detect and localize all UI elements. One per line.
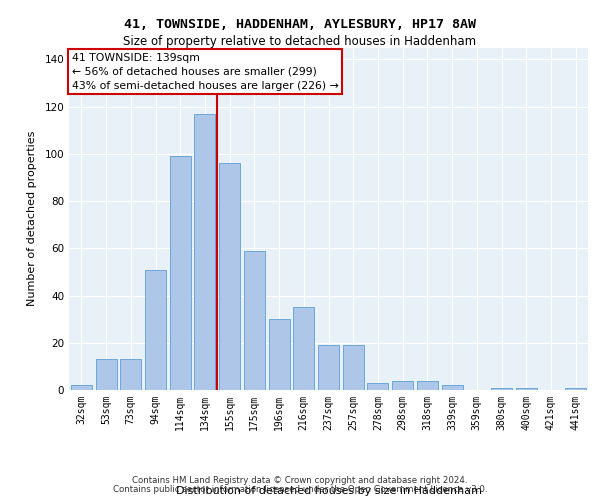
Bar [145, 270, 166, 390]
Bar [516, 388, 537, 390]
Bar [194, 114, 215, 390]
Bar [219, 163, 240, 390]
Bar [565, 388, 586, 390]
Bar [71, 386, 92, 390]
Bar [491, 388, 512, 390]
Bar [343, 345, 364, 390]
Bar [318, 345, 339, 390]
Bar [392, 380, 413, 390]
X-axis label: Distribution of detached houses by size in Haddenham: Distribution of detached houses by size … [176, 486, 482, 496]
Bar [269, 319, 290, 390]
Bar [367, 383, 388, 390]
Text: Size of property relative to detached houses in Haddenham: Size of property relative to detached ho… [124, 35, 476, 48]
Bar [244, 250, 265, 390]
Text: 41 TOWNSIDE: 139sqm
← 56% of detached houses are smaller (299)
43% of semi-detac: 41 TOWNSIDE: 139sqm ← 56% of detached ho… [71, 52, 338, 90]
Y-axis label: Number of detached properties: Number of detached properties [28, 131, 37, 306]
Bar [95, 360, 116, 390]
Text: Contains public sector information licensed under the Open Government Licence v3: Contains public sector information licen… [113, 485, 487, 494]
Bar [293, 308, 314, 390]
Bar [417, 380, 438, 390]
Text: 41, TOWNSIDE, HADDENHAM, AYLESBURY, HP17 8AW: 41, TOWNSIDE, HADDENHAM, AYLESBURY, HP17… [124, 18, 476, 30]
Text: Contains HM Land Registry data © Crown copyright and database right 2024.: Contains HM Land Registry data © Crown c… [132, 476, 468, 485]
Bar [170, 156, 191, 390]
Bar [442, 386, 463, 390]
Bar [120, 360, 141, 390]
